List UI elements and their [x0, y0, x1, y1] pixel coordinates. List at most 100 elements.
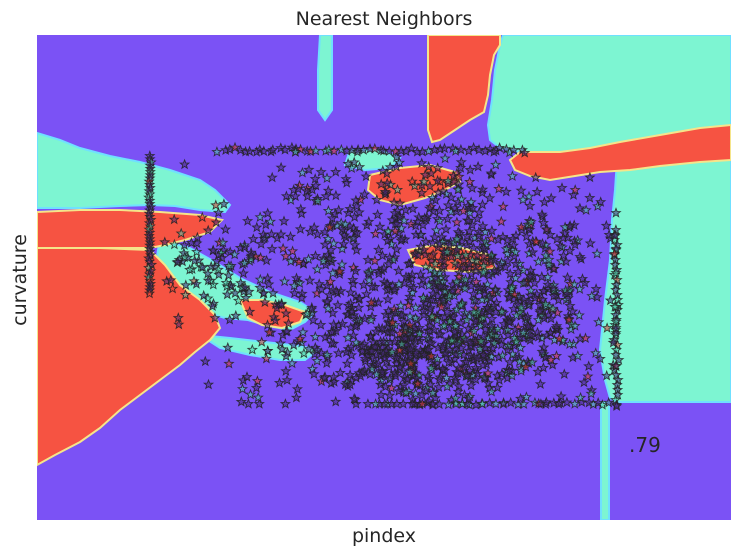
scatter-point-class-1	[425, 263, 437, 275]
scatter-point-class-1	[547, 302, 559, 314]
scatter-point-class-0	[261, 319, 274, 330]
scatter-point-class-0	[540, 396, 552, 408]
scatter-point-class-1	[434, 215, 446, 226]
scatter-point-class-0	[326, 337, 338, 349]
scatter-point-class-0	[351, 244, 363, 255]
scatter-point-class-2	[386, 316, 399, 328]
scatter-point-class-1	[211, 146, 223, 157]
scatter-point-class-0	[489, 254, 501, 265]
scatter-point-class-2	[464, 176, 476, 187]
scatter-point-class-2	[563, 314, 575, 325]
scatter-point-class-0	[301, 190, 314, 202]
scatter-point-class-0	[330, 395, 342, 407]
scatter-point-class-0	[473, 226, 485, 237]
scatter-point-class-0	[351, 146, 363, 157]
scatter-point-class-1	[452, 250, 464, 261]
scatter-point-class-0	[472, 160, 484, 172]
scatter-point-class-0	[349, 211, 361, 222]
scatter-point-class-0	[309, 250, 322, 261]
scatter-point-class-0	[467, 288, 480, 299]
scatter-point-class-0	[482, 377, 494, 388]
scatter-point-class-0	[611, 400, 623, 411]
scatter-point-class-1	[506, 282, 518, 294]
scatter-point-class-0	[388, 196, 400, 208]
scatter-point-class-0	[437, 294, 449, 305]
scatter-point-class-1	[365, 314, 377, 325]
scatter-point-class-0	[218, 198, 230, 209]
scatter-point-class-0	[558, 368, 570, 379]
scatter-point-class-0	[471, 352, 483, 364]
scatter-point-class-0	[478, 330, 490, 342]
scatter-point-class-0	[560, 255, 572, 267]
scatter-point-class-1	[245, 253, 257, 264]
scatter-point-class-1	[439, 152, 451, 164]
scatter-point-class-1	[335, 143, 347, 155]
scatter-point-class-0	[512, 265, 524, 277]
scatter-point-class-1	[520, 391, 532, 402]
scatter-point-class-1	[179, 289, 192, 300]
scatter-point-class-1	[569, 398, 581, 409]
scatter-point-class-0	[417, 273, 429, 285]
scatter-point-class-2	[334, 265, 346, 277]
scatter-point-class-0	[534, 305, 546, 316]
scatter-point-class-0	[433, 381, 445, 393]
scatter-point-class-0	[396, 233, 408, 244]
scatter-point-class-0	[437, 185, 449, 197]
scatter-point-class-0	[496, 367, 508, 379]
scatter-point-class-2	[223, 357, 235, 369]
scatter-point-class-2	[608, 248, 621, 259]
scatter-point-class-0	[359, 352, 371, 364]
scatter-point-class-0	[522, 320, 535, 332]
scatter-point-class-0	[488, 146, 500, 157]
scatter-point-class-0	[509, 323, 521, 335]
scatter-point-class-1	[423, 279, 435, 291]
scatter-point-class-0	[332, 299, 344, 311]
scatter-point-class-0	[265, 228, 278, 240]
scatter-point-class-0	[326, 212, 338, 224]
scatter-point-class-1	[393, 278, 405, 290]
scatter-point-class-0	[400, 321, 412, 333]
scatter-point-class-0	[321, 295, 333, 307]
scatter-point-class-0	[384, 251, 396, 263]
scatter-point-class-0	[234, 242, 246, 253]
scatter-point-class-0	[237, 267, 249, 279]
scatter-point-class-0	[308, 221, 320, 233]
scatter-point-class-0	[479, 323, 491, 334]
scatter-point-class-1	[523, 190, 535, 202]
scatter-point-class-1	[451, 233, 463, 244]
scatter-point-class-0	[507, 233, 519, 244]
scatter-point-class-1	[517, 327, 529, 338]
scatter-point-class-0	[255, 238, 267, 249]
scatter-point-class-0	[435, 280, 447, 292]
scatter-point-class-0	[386, 326, 398, 338]
scatter-point-class-2	[280, 250, 292, 261]
scatter-point-class-2	[324, 275, 336, 287]
scatter-point-class-0	[382, 305, 395, 316]
scatter-point-class-2	[425, 250, 437, 262]
scatter-point-class-0	[355, 370, 367, 381]
scatter-point-class-0	[209, 312, 221, 323]
scatter-point-class-0	[578, 376, 590, 388]
scatter-point-class-0	[306, 184, 318, 195]
scatter-point-class-1	[452, 183, 464, 195]
scatter-point-class-0	[610, 284, 622, 295]
scatter-point-class-0	[288, 339, 300, 350]
scatter-point-class-0	[257, 228, 269, 240]
scatter-point-class-0	[471, 249, 483, 261]
scatter-point-class-1	[232, 294, 245, 306]
scatter-point-class-0	[275, 161, 287, 173]
scatter-point-class-0	[529, 277, 541, 288]
scatter-point-class-2	[324, 221, 336, 233]
scatter-point-class-0	[537, 362, 549, 373]
scatter-point-class-0	[378, 336, 390, 347]
scatter-point-class-0	[280, 365, 292, 376]
scatter-point-class-2	[210, 199, 222, 211]
scatter-point-class-0	[190, 278, 202, 289]
scatter-point-class-1	[451, 275, 463, 287]
scatter-point-class-1	[310, 144, 322, 156]
scatter-point-class-0	[465, 280, 477, 291]
scatter-point-class-1	[568, 278, 580, 290]
scatter-point-class-0	[390, 151, 403, 163]
scatter-point-class-2	[569, 184, 581, 195]
scatter-point-class-0	[172, 256, 184, 267]
